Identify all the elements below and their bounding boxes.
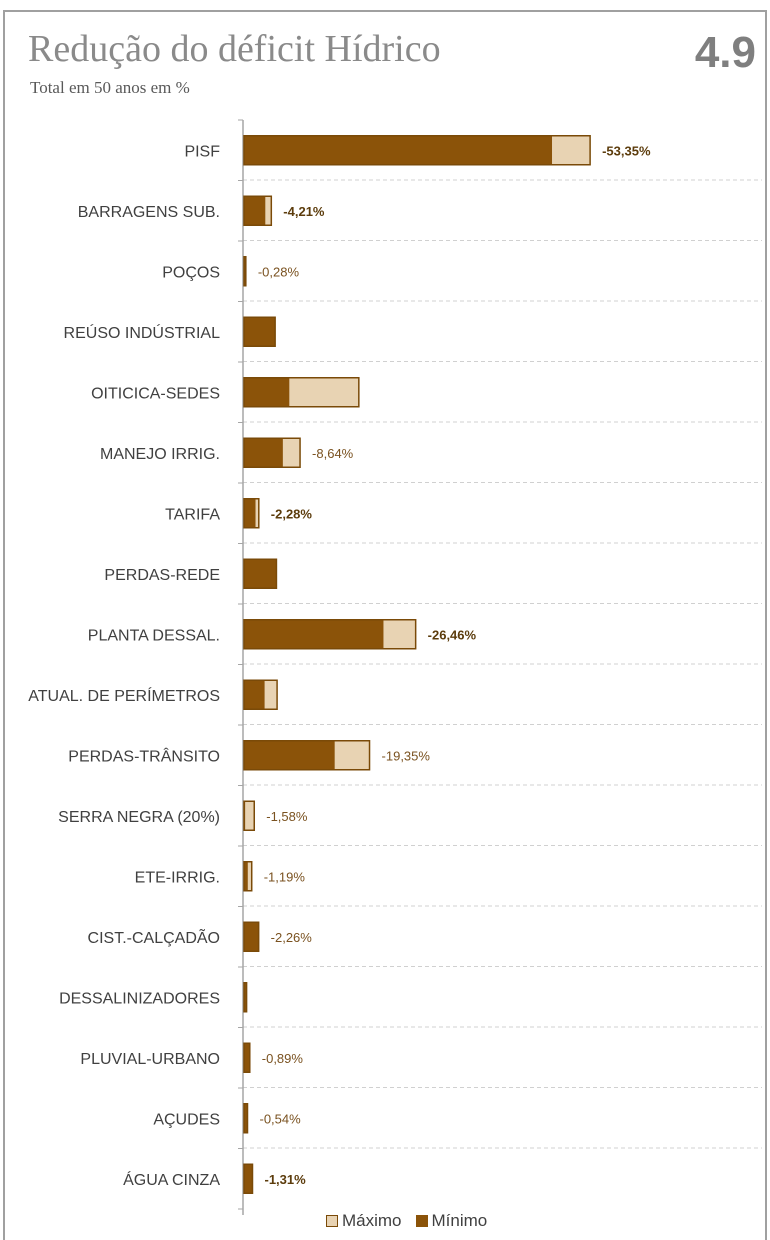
category-label: CIST.-CALÇADÃO	[88, 927, 220, 947]
bar-maximo	[264, 680, 278, 710]
bar-outline	[243, 1163, 254, 1194]
bar-minimo	[244, 498, 256, 528]
legend-item-maximo: Máximo	[326, 1211, 402, 1231]
chart-subtitle: Total em 50 anos em %	[30, 78, 190, 97]
legend-swatch-minimo	[415, 1215, 428, 1227]
bar-minimo	[244, 196, 266, 226]
bar-outline	[243, 437, 301, 468]
bar-outline	[243, 135, 591, 166]
bar-maximo	[247, 861, 252, 891]
legend-swatch-maximo	[326, 1215, 338, 1227]
data-label: -0,28%	[258, 264, 300, 279]
category-label: MANEJO IRRIG.	[100, 446, 220, 463]
bar-outline	[243, 800, 256, 831]
data-label: -26,46%	[428, 627, 477, 642]
bar-minimo	[244, 740, 335, 770]
category-label: AÇUDES	[153, 1111, 220, 1128]
bar-maximo	[255, 498, 259, 528]
category-label: SERRA NEGRA (20%)	[58, 809, 220, 826]
bar-outline	[243, 316, 276, 347]
bar-minimo	[244, 1164, 253, 1194]
category-label: POÇOS	[162, 264, 220, 281]
category-label: OITICICA-SEDES	[91, 385, 220, 402]
bar-outline	[243, 679, 278, 710]
bar-outline	[243, 740, 371, 771]
bar-outline	[243, 498, 260, 529]
bar-outline	[243, 861, 253, 892]
legend-label-maximo: Máximo	[342, 1211, 402, 1230]
category-label: TARIFA	[165, 506, 220, 523]
bar-maximo	[552, 135, 591, 165]
bar-minimo	[244, 982, 247, 1012]
bar-maximo	[383, 619, 416, 649]
data-label: -0,89%	[262, 1051, 304, 1066]
bar-maximo	[289, 377, 359, 407]
bar-maximo	[265, 196, 272, 226]
chart-title: Redução do déficit Hídrico	[28, 28, 441, 70]
data-label: -1,58%	[266, 809, 308, 824]
category-label: PLUVIAL-URBANO	[80, 1051, 220, 1068]
bar-outline	[243, 921, 260, 952]
chart-legend: Máximo Mínimo	[326, 1211, 487, 1231]
category-label: DESSALINIZADORES	[59, 990, 220, 1007]
data-label: -2,28%	[271, 506, 313, 521]
category-label: PERDAS-REDE	[104, 567, 220, 584]
bar-outline	[243, 377, 360, 408]
bar-minimo	[244, 619, 384, 649]
bar-minimo	[244, 377, 290, 407]
data-label: -19,35%	[382, 748, 431, 763]
category-label: ATUAL. DE PERÍMETROS	[28, 686, 220, 705]
legend-item-minimo: Mínimo	[415, 1211, 488, 1231]
figure-number: 4.9	[694, 28, 756, 77]
bar-minimo	[244, 317, 276, 347]
category-label: ETE-IRRIG.	[135, 869, 220, 886]
category-label: BARRAGENS SUB.	[78, 204, 220, 221]
bar-minimo	[244, 438, 283, 468]
bar-outline	[243, 558, 278, 589]
bar-minimo	[244, 135, 553, 165]
bar-outline	[243, 195, 273, 226]
bar-maximo	[245, 801, 255, 831]
chart-frame	[3, 10, 767, 1240]
bar-outline	[243, 1103, 249, 1134]
data-label: -4,21%	[283, 204, 325, 219]
category-label: PLANTA DESSAL.	[88, 627, 220, 644]
bar-outline	[243, 982, 248, 1013]
legend-label-minimo: Mínimo	[431, 1211, 488, 1230]
data-label: -1,31%	[264, 1172, 306, 1187]
bar-minimo	[244, 922, 259, 952]
bar-outline	[243, 256, 247, 287]
bar-minimo	[244, 1043, 250, 1073]
data-label: -53,35%	[602, 143, 651, 158]
bar-minimo	[244, 680, 265, 710]
data-label: -8,64%	[312, 446, 354, 461]
category-label: REÚSO INDÚSTRIAL	[64, 323, 221, 342]
bar-outline	[243, 1042, 251, 1073]
data-label: -2,26%	[271, 930, 313, 945]
bar-maximo	[282, 438, 301, 468]
category-label: ÁGUA CINZA	[123, 1170, 220, 1189]
bar-outline	[243, 619, 417, 650]
data-label: -0,54%	[260, 1111, 302, 1126]
bar-minimo	[244, 256, 246, 286]
bar-minimo	[244, 861, 248, 891]
bar-minimo	[244, 559, 277, 589]
category-label: PISF	[184, 143, 220, 160]
data-label: -1,19%	[264, 869, 306, 884]
category-label: PERDAS-TRÂNSITO	[68, 746, 220, 765]
bar-maximo	[334, 740, 370, 770]
bar-minimo	[244, 1103, 248, 1133]
